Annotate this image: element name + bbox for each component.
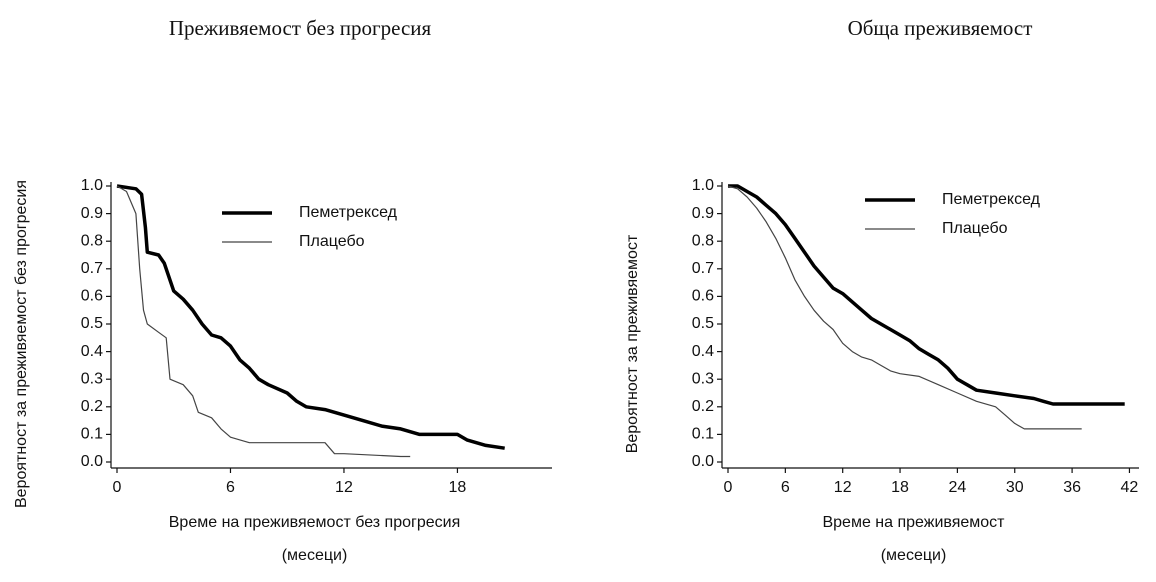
x-tick-label: 18 [449,479,467,496]
y-tick-label: 0.2 [692,398,714,415]
x-tick-label: 12 [335,479,353,496]
y-tick-label: 0.0 [692,453,714,470]
y-tick-label: 0.6 [81,288,103,305]
y-tick-label: 0.7 [692,260,714,277]
legend-label: Пеметрексед [942,191,1041,208]
survival-curve [727,185,1082,430]
y-tick-label: 0.9 [81,205,103,222]
y-tick-label: 0.7 [81,260,103,277]
y-tick-label: 1.0 [81,177,103,194]
y-tick-label: 0.2 [81,398,103,415]
chart-title: Преживяемост без прогресия [169,16,432,40]
y-tick-label: 0.4 [692,343,714,360]
x-tick-label: 12 [834,479,852,496]
x-tick-label: 30 [1006,479,1024,496]
x-tick-label: 18 [891,479,909,496]
x-tick-label: 6 [226,479,235,496]
y-tick-label: 0.5 [81,315,103,332]
y-tick-label: 0.5 [692,315,714,332]
x-axis-label: Време на преживяемост [822,514,1005,531]
x-tick-label: 0 [113,479,122,496]
x-tick-label: 24 [948,479,966,496]
y-tick-label: 0.8 [692,232,714,249]
y-tick-label: 0.0 [81,453,103,470]
chart-title: Обща преживяемост [848,16,1033,40]
y-tick-label: 0.8 [81,232,103,249]
y-tick-label: 0.9 [692,205,714,222]
y-tick-label: 0.1 [692,426,714,443]
legend-label: Плацебо [942,220,1008,237]
survival-curve [116,185,411,458]
survival-curve [116,184,505,450]
x-tick-label: 42 [1121,479,1139,496]
legend-label: Плацебо [299,233,365,250]
y-tick-label: 0.6 [692,288,714,305]
survival-curve [728,184,1125,406]
x-axis-label: Време на преживяемост без прогресия [169,514,460,531]
y-tick-label: 0.3 [692,370,714,387]
x-tick-label: 0 [724,479,733,496]
y-tick-label: 0.4 [81,343,103,360]
legend-label: Пеметрексед [299,204,398,221]
y-tick-label: 0.1 [81,426,103,443]
y-axis-label: Вероятност за преживяемост [624,234,641,453]
x-axis-label: (месеци) [282,547,348,564]
x-tick-label: 6 [781,479,790,496]
y-tick-label: 0.3 [81,370,103,387]
y-axis-label: Вероятност за преживяемост без прогресия [13,180,30,508]
x-axis-label: (месеци) [881,547,947,564]
x-tick-label: 36 [1063,479,1081,496]
y-tick-label: 1.0 [692,177,714,194]
